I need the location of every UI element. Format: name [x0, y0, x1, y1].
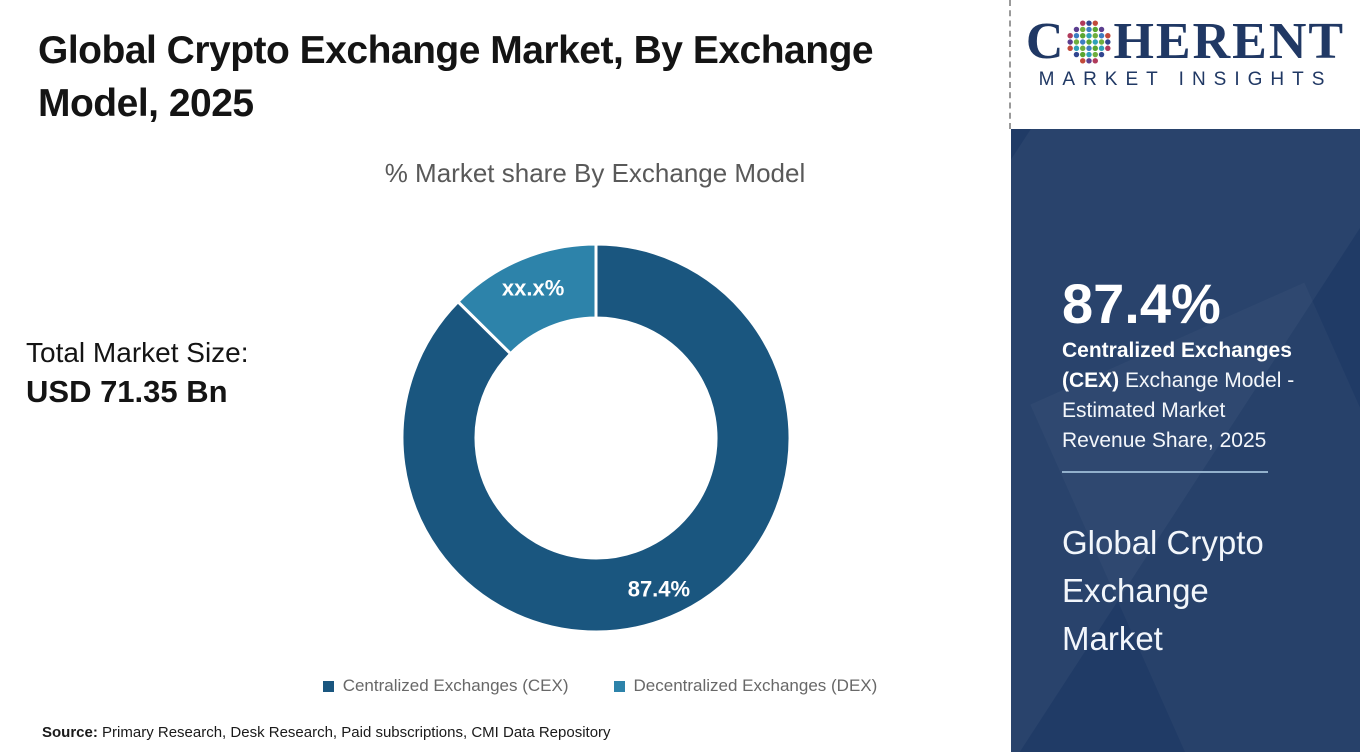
source-note: Source: Primary Research, Desk Research,… [42, 724, 611, 741]
sidebar-panel: 87.4% Centralized Exchanges (CEX) Exchan… [1011, 129, 1360, 752]
legend-item-cex: Centralized Exchanges (CEX) [322, 676, 569, 696]
sidebar-divider [1062, 471, 1268, 473]
total-market-size-label: Total Market Size: [26, 337, 249, 368]
donut-slice-label-0: 87.4% [628, 576, 690, 601]
brand-logo: C HERENT MARKET INSIGHTS [1011, 16, 1360, 91]
donut-slice-1 [456, 242, 598, 356]
legend-label-cex: Centralized Exchanges (CEX) [342, 676, 569, 695]
total-market-size-value: USD 71.35 Bn [26, 374, 228, 409]
chart-title: % Market share By Exchange Model [384, 158, 806, 188]
globe-icon [1067, 20, 1112, 64]
legend-label-dex: Decentralized Exchanges (DEX) [633, 676, 878, 695]
donut-slice-0 [400, 242, 792, 634]
brand-word-rest: HERENT [1113, 13, 1346, 70]
brand-tagline: MARKET INSIGHTS [1038, 69, 1333, 90]
sidebar-report-title: Global Crypto Exchange Market [1062, 524, 1264, 657]
donut-chart: 87.4% xx.x% [396, 238, 796, 638]
brand-word-start: C [1025, 13, 1066, 70]
source-label: Source: [42, 724, 98, 741]
legend-item-dex: Decentralized Exchanges (DEX) [613, 676, 878, 696]
highlight-description-rest: Exchange Model - Estimated Market Revenu… [1062, 369, 1295, 452]
page-title: Global Crypto Exchange Market, By Exchan… [38, 29, 874, 125]
highlight-percentage: 87.4% [1062, 272, 1221, 335]
highlight-description: Centralized Exchanges (CEX) Exchange Mod… [1062, 336, 1314, 456]
source-text: Primary Research, Desk Research, Paid su… [97, 724, 611, 741]
donut-slice-label-1: xx.x% [502, 276, 564, 301]
legend-swatch-cex-icon [322, 680, 334, 692]
brand-logo-wordmark: C HERENT [1011, 16, 1360, 68]
vertical-dashed-divider [1009, 0, 1011, 129]
highlight-description-bold: Centralized Exchanges (CEX) [1062, 339, 1292, 392]
legend-swatch-dex-icon [613, 680, 625, 692]
chart-legend: Centralized Exchanges (CEX) Decentralize… [250, 676, 950, 696]
total-market-size: Total Market Size: USD 71.35 Bn [26, 334, 249, 412]
donut-chart-svg: 87.4% xx.x% [400, 242, 792, 634]
